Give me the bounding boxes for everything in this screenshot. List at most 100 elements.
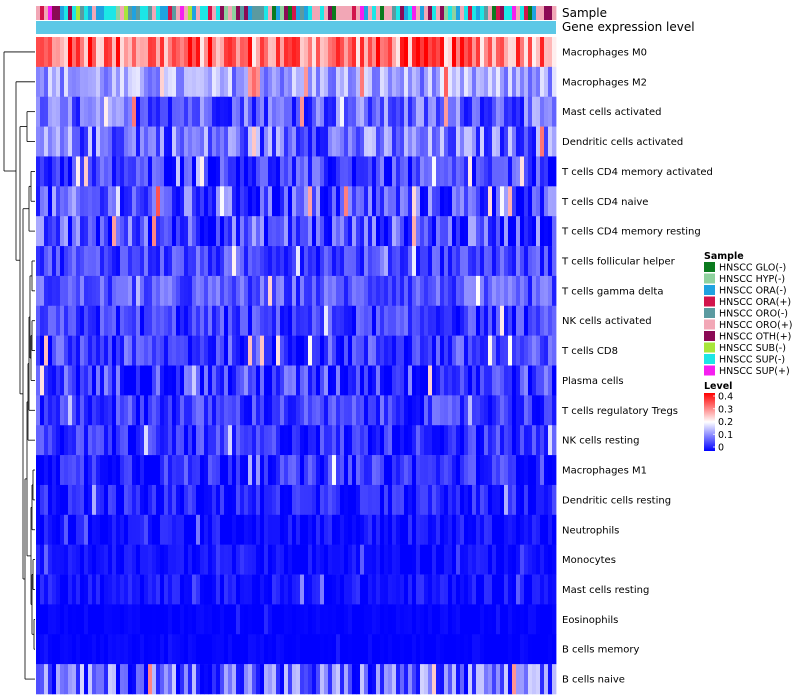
heatmap-cell (468, 186, 473, 217)
heatmap-cell (340, 634, 345, 665)
heatmap-cell (140, 574, 145, 605)
heatmap-cell (484, 544, 489, 575)
sample-annotation-cell (344, 6, 349, 20)
sample-annotation-cell (284, 6, 289, 20)
heatmap-cell (420, 216, 425, 247)
heatmap-cell (460, 275, 465, 307)
heatmap-cell (376, 37, 381, 68)
heatmap-cell (388, 335, 393, 366)
heatmap-cell (384, 604, 389, 635)
heatmap-cell (184, 455, 189, 486)
heatmap-cell (508, 365, 513, 396)
heatmap-cell (308, 604, 313, 635)
heatmap-cell (364, 484, 369, 516)
heatmap-cell (420, 126, 425, 157)
heatmap-cell (400, 216, 405, 247)
heatmap-cell (504, 246, 509, 277)
heatmap-cell (260, 544, 265, 575)
heatmap-cell (148, 455, 153, 486)
heatmap-cell (468, 604, 473, 635)
heatmap-cell (504, 365, 509, 396)
heatmap-cell (544, 335, 549, 366)
heatmap-cell (204, 664, 209, 695)
heatmap-cell (332, 544, 337, 575)
heatmap-cell (160, 246, 165, 277)
heatmap-cell (540, 484, 545, 516)
heatmap-cell (244, 37, 249, 68)
row-label: Monocytes (562, 555, 616, 566)
heatmap-cell (428, 544, 433, 575)
heatmap-cell (552, 126, 557, 157)
heatmap-cell (216, 425, 221, 456)
heatmap-cell (44, 574, 49, 605)
heatmap-cell (352, 335, 357, 366)
heatmap-cell (236, 335, 241, 366)
sample-annotation-cell (72, 6, 77, 20)
heatmap-cell (100, 574, 105, 605)
heatmap-cell (128, 574, 133, 605)
heatmap-cell (260, 395, 265, 426)
heatmap-cell (484, 246, 489, 277)
heatmap-cell (248, 395, 253, 426)
sample-annotation-cell (200, 6, 205, 20)
heatmap-cell (528, 246, 533, 277)
heatmap-cell (304, 216, 309, 247)
heatmap-cell (392, 37, 397, 68)
heatmap-cell (496, 425, 501, 456)
heatmap-cell (460, 126, 465, 157)
heatmap-cell (376, 455, 381, 486)
heatmap-cell (96, 574, 101, 605)
heatmap-cell (308, 574, 313, 605)
heatmap-cell (328, 484, 333, 516)
heatmap-cell (316, 484, 321, 516)
heatmap-cell (324, 544, 329, 575)
heatmap-cell (500, 664, 505, 695)
heatmap-cell (164, 634, 169, 665)
heatmap-cell (412, 365, 417, 396)
heatmap-cell (296, 156, 301, 187)
heatmap-cell (196, 395, 201, 426)
sample-annotation-cell (232, 6, 237, 20)
sample-annotation-cell (236, 6, 241, 20)
heatmap-cell (116, 484, 121, 516)
heatmap-cell (204, 305, 209, 336)
heatmap-cell (484, 514, 489, 545)
heatmap-cell (60, 514, 65, 545)
heatmap-cell (264, 484, 269, 516)
heatmap-cell (488, 66, 493, 98)
heatmap-cell (548, 96, 553, 127)
heatmap-cell (248, 275, 253, 307)
heatmap-cell (236, 96, 241, 127)
heatmap-cell (508, 455, 513, 486)
heatmap-cell (200, 514, 205, 545)
row-label: NK cells activated (562, 316, 652, 327)
heatmap-cell (80, 305, 85, 336)
heatmap-cell (132, 514, 137, 545)
heatmap-cell (356, 335, 361, 366)
heatmap-cell (148, 186, 153, 217)
heatmap-cell (336, 246, 341, 277)
heatmap-cell (284, 216, 289, 247)
heatmap-cell (360, 216, 365, 247)
heatmap-cell (344, 156, 349, 187)
heatmap-cell (60, 156, 65, 187)
level-tick-label: 0 (718, 443, 724, 454)
heatmap-cell (68, 126, 73, 157)
heatmap-cell (528, 514, 533, 545)
heatmap-cell (180, 66, 185, 98)
heatmap-cell (172, 216, 177, 247)
heatmap-cell (296, 216, 301, 247)
heatmap-cell (544, 66, 549, 98)
heatmap-cell (160, 514, 165, 545)
level-tick-label: 0.3 (718, 404, 733, 415)
heatmap-cell (396, 664, 401, 695)
heatmap-cell (484, 365, 489, 396)
heatmap-cell (204, 66, 209, 98)
heatmap-cell (316, 574, 321, 605)
heatmap-cell (524, 96, 529, 127)
heatmap-cell (44, 66, 49, 98)
heatmap-cell (284, 246, 289, 277)
heatmap-cell (476, 514, 481, 545)
heatmap-cell (380, 186, 385, 217)
heatmap-cell (156, 37, 161, 68)
